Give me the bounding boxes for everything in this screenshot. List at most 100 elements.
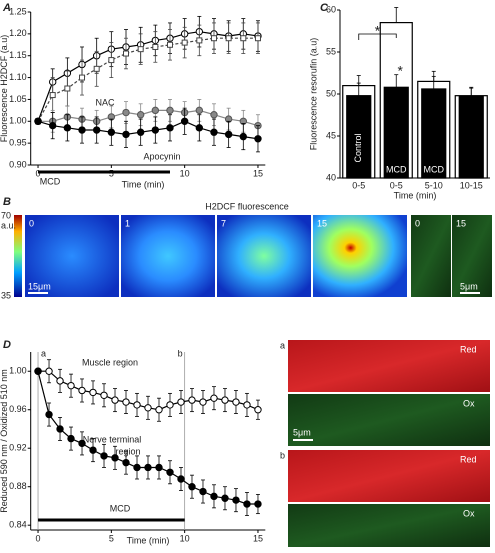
point: [232, 496, 240, 504]
point: [78, 386, 86, 395]
x-tick-label: 5: [109, 533, 114, 543]
point: [111, 454, 119, 462]
series-line: [38, 109, 259, 127]
point: [78, 126, 86, 134]
point: [133, 463, 141, 472]
image: [288, 504, 490, 547]
x-tick-label: 15: [253, 168, 263, 178]
point: [195, 106, 204, 115]
y-tick-label: 1.20: [9, 28, 27, 38]
image: [288, 394, 490, 446]
point: [151, 126, 160, 134]
x-axis-label: Time (min): [394, 190, 437, 200]
channel-label: Ox: [463, 398, 475, 408]
scale-label: 5μm: [293, 427, 311, 437]
image: [288, 450, 490, 502]
point: [221, 396, 229, 404]
panel-label: A: [2, 2, 11, 14]
y-tick-label: 40: [326, 172, 336, 182]
point: [224, 130, 233, 139]
image: [288, 340, 490, 392]
series-line: [37, 31, 259, 122]
panel-label: D: [3, 339, 11, 351]
point: [144, 463, 152, 472]
panel-label: B: [3, 196, 11, 208]
point: [151, 106, 160, 115]
point: [123, 50, 130, 57]
point: [196, 37, 203, 44]
y-tick-label: 1.15: [9, 50, 27, 60]
image: [411, 215, 451, 297]
treatment-label: MCD: [40, 176, 61, 186]
point: [45, 410, 53, 419]
y-tick-label: 1.25: [9, 6, 27, 16]
point: [63, 124, 72, 132]
x-tick-label: 0: [36, 533, 41, 543]
bar: [421, 88, 447, 179]
point: [210, 492, 218, 501]
bar: [383, 86, 409, 179]
point: [34, 367, 42, 375]
point: [155, 463, 163, 472]
frame-label: 15: [317, 218, 327, 228]
point: [107, 128, 116, 136]
point: [136, 111, 145, 119]
frame-label: 7: [221, 218, 226, 228]
annotation: Apocynin: [143, 151, 180, 161]
x-tick-label: 0-5: [352, 180, 365, 190]
point: [166, 468, 174, 476]
point: [221, 494, 229, 502]
frame-label: 0: [415, 218, 420, 228]
y-tick-label: 50: [326, 88, 336, 98]
point: [79, 74, 86, 81]
x-tick-label: 10-15: [460, 180, 483, 190]
point: [254, 406, 262, 414]
point: [67, 434, 75, 443]
point: [181, 39, 188, 46]
point: [166, 41, 173, 48]
point: [108, 57, 115, 64]
bar-text: Control: [353, 133, 363, 162]
point: [111, 396, 119, 404]
row-label: b: [280, 450, 285, 460]
y-tick-label: 0.95: [9, 138, 27, 148]
y-tick-label: 0.90: [9, 159, 27, 169]
channel-label: Red: [460, 344, 477, 354]
x-tick-label: 0-5: [390, 180, 403, 190]
frame-label: 0: [29, 218, 34, 228]
point: [232, 398, 240, 406]
point: [177, 398, 185, 406]
point: [199, 398, 207, 406]
point: [210, 128, 218, 136]
point: [166, 124, 174, 132]
channel-label: Red: [460, 454, 477, 464]
point: [137, 46, 144, 53]
point: [210, 394, 218, 402]
colorbar-min: 35: [1, 290, 11, 300]
point: [122, 130, 130, 139]
point: [122, 458, 130, 467]
images-title: H2DCF fluorescence: [205, 201, 289, 211]
y-tick-label: 1.05: [9, 94, 27, 104]
y-tick-label: 0.96: [9, 404, 27, 414]
point: [225, 35, 232, 42]
point: [254, 135, 262, 143]
scale-label: 15μm: [28, 281, 51, 291]
image: [121, 215, 215, 297]
x-tick-label: 5-10: [425, 180, 443, 190]
x-axis-label: Time (min): [122, 179, 165, 189]
panel-label: C: [320, 2, 329, 14]
y-tick-label: 0.88: [9, 481, 27, 491]
y-tick-label: 1.10: [9, 72, 27, 82]
x-tick-label: 10: [180, 168, 190, 178]
point: [67, 381, 75, 390]
point: [92, 126, 101, 134]
point: [136, 128, 145, 136]
point: [48, 121, 57, 130]
bar-text: MCD: [386, 164, 407, 174]
y-axis-label: Fluorescence H2DCF (a.u): [0, 35, 9, 143]
point: [45, 367, 53, 375]
frame-label: 15: [456, 218, 466, 228]
point: [155, 406, 163, 414]
